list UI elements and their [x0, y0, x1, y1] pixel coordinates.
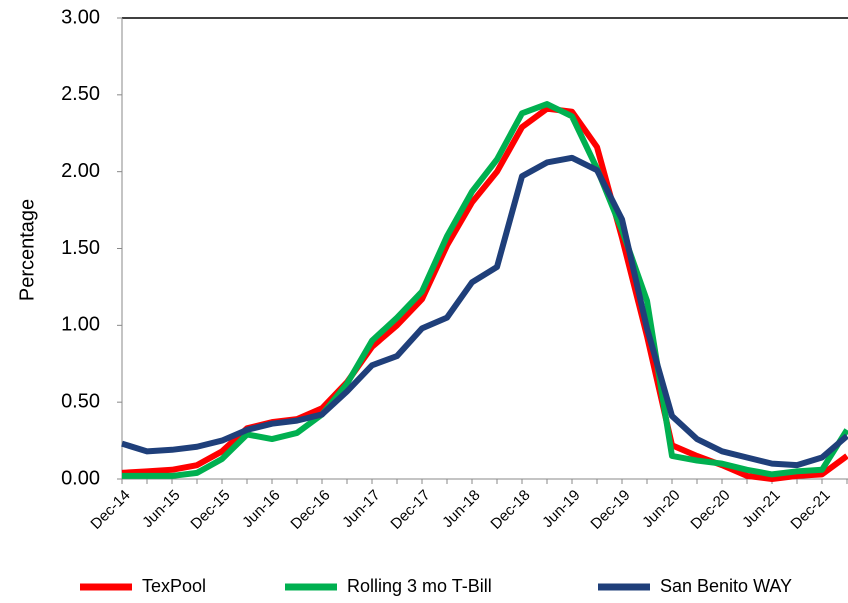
x-tick-label: Dec-20 [687, 487, 733, 533]
y-tick-label: 0.00 [61, 467, 100, 489]
x-tick-label: Jun-21 [739, 487, 783, 531]
x-tick-label: Dec-15 [187, 487, 233, 533]
y-tick-label: 3.00 [61, 6, 100, 28]
x-tick-label: Jun-19 [539, 487, 583, 531]
y-tick-label: 1.00 [61, 314, 100, 336]
legend-label: TexPool [142, 576, 206, 596]
y-tick-label: 0.50 [61, 390, 100, 412]
series-line [122, 101, 848, 479]
series-line [121, 154, 848, 469]
x-tick-label: Dec-14 [87, 487, 133, 533]
x-tick-label: Dec-17 [387, 487, 433, 533]
x-tick-label: Dec-16 [287, 487, 333, 533]
legend-label: San Benito WAY [660, 576, 792, 596]
x-tick-label: Dec-19 [587, 487, 633, 533]
x-tick-label: Jun-17 [339, 487, 383, 531]
x-tick-label: Jun-18 [439, 487, 483, 531]
x-tick-label: Dec-18 [487, 487, 533, 533]
x-tick-label: Jun-20 [639, 487, 683, 531]
legend-label: Rolling 3 mo T-Bill [347, 576, 492, 596]
x-tick-label: Jun-15 [139, 487, 183, 531]
series-line [121, 105, 848, 482]
y-axis-title: Percentage [16, 199, 38, 301]
x-tick-label: Jun-16 [239, 487, 283, 531]
x-tick-label: Dec-21 [787, 487, 833, 533]
y-tick-label: 2.00 [61, 160, 100, 182]
y-tick-label: 2.50 [61, 83, 100, 105]
y-tick-label: 1.50 [61, 237, 100, 259]
